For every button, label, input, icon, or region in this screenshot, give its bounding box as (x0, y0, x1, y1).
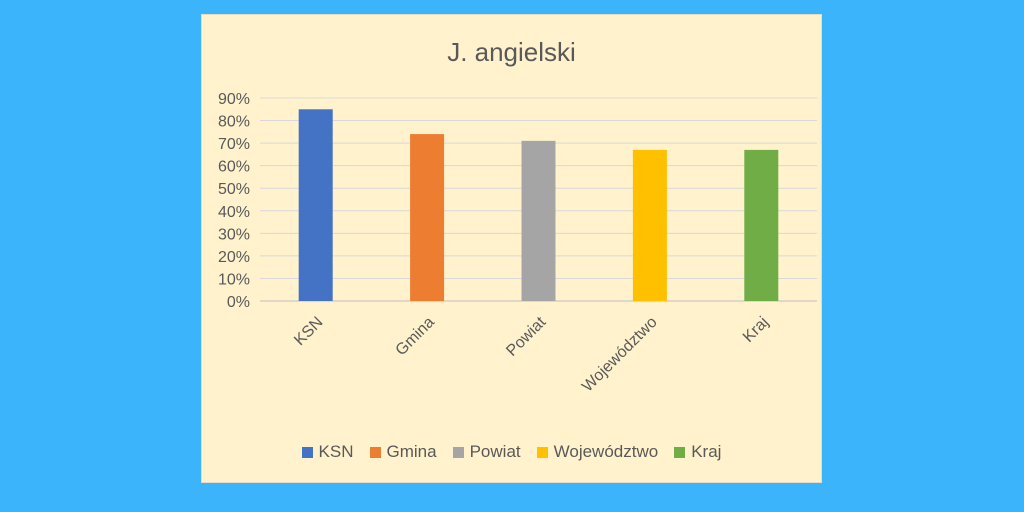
y-tick-labels: 0% 10% 20% 30% 40% 50% 60% 70% 80% 90% (218, 91, 250, 311)
y-tick-label: 0% (227, 294, 250, 311)
y-tick-label: 60% (218, 159, 250, 176)
legend-swatch (301, 446, 313, 458)
x-tick-label: Kraj (740, 314, 772, 346)
legend-label: Gmina (386, 442, 437, 461)
x-tick-label: Powiat (503, 313, 549, 359)
x-tick-label: Gmina (393, 314, 438, 359)
x-tick-label: KSN (291, 314, 326, 349)
legend-label: KSN (318, 442, 354, 461)
legend-swatch (452, 446, 464, 458)
legend-item: Gmina (369, 442, 437, 462)
chart-card: J. angielski 0% 10% 20% 30% 40% 50% 60% 70% 80% 9… (201, 14, 822, 483)
legend-item: KSN (301, 442, 354, 462)
legend-swatch (674, 446, 686, 458)
legend-item: Powiat (452, 442, 521, 462)
y-tick-label: 30% (218, 226, 250, 243)
chart-title: J. angielski (447, 37, 576, 67)
legend-label: Kraj (691, 442, 722, 461)
legend-label: Województwo (553, 442, 659, 461)
legend: KSN Gmina Powiat Województwo Kraj (202, 442, 821, 462)
x-tick-labels: KSN Gmina Powiat Województwo Kraj (291, 313, 772, 395)
bar-ksn (298, 109, 333, 302)
bar-powiat (521, 140, 556, 301)
y-tick-label: 20% (218, 249, 250, 266)
legend-item: Kraj (674, 442, 721, 462)
y-tick-label: 90% (218, 91, 250, 108)
bar-kraj (744, 149, 779, 301)
y-tick-label: 40% (218, 204, 250, 221)
bars (298, 109, 779, 302)
bar-chart: 0% 10% 20% 30% 40% 50% 60% 70% 80% 90% KSN Gmina Po… (218, 91, 817, 395)
legend-swatch (536, 446, 548, 458)
legend-item: Województwo (536, 442, 659, 462)
x-tick-label: Województwo (579, 314, 661, 396)
y-tick-label: 80% (218, 114, 250, 131)
legend-label: Powiat (469, 442, 521, 461)
bar-gmina (410, 134, 445, 301)
bar-województwo (632, 149, 667, 301)
y-tick-label: 50% (218, 181, 250, 198)
legend-swatch (369, 446, 381, 458)
y-tick-label: 70% (218, 136, 250, 153)
y-tick-label: 10% (218, 271, 250, 288)
